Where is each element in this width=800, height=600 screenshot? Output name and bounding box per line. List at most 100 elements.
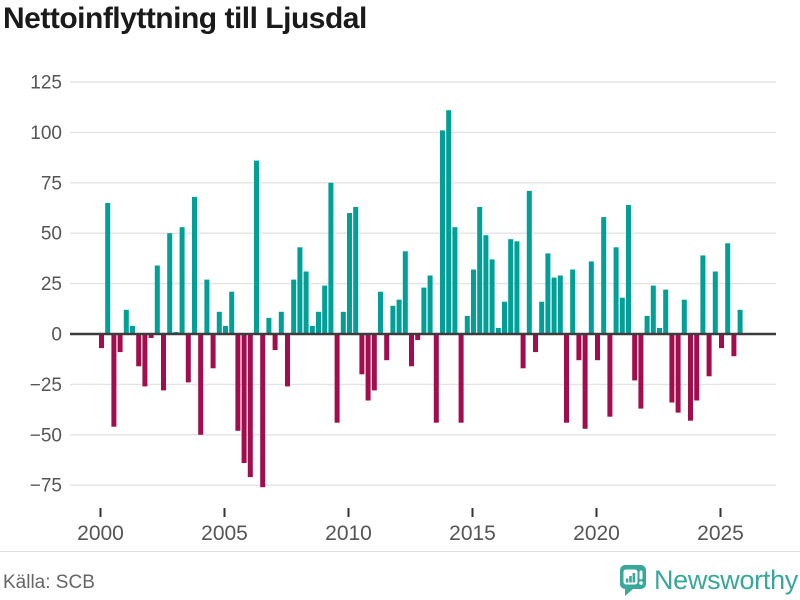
bar-2009Q4 [340,311,346,334]
bar-2020Q2 [601,217,607,334]
bar-2006Q3 [260,334,266,488]
bar-2019Q1 [570,269,576,334]
bar-2019Q2 [576,334,582,361]
bar-2003Q2 [179,227,185,334]
bar-2011Q1 [371,334,377,391]
bar-2008Q2 [303,271,309,334]
bar-2009Q1 [322,285,328,334]
bar-2016Q1 [495,328,501,334]
bar-2022Q3 [657,328,662,334]
bar-2017Q1 [520,334,526,369]
bar-2017Q2 [526,190,532,334]
newsworthy-brand: Newsworthy [619,565,798,596]
bar-2007Q4 [291,279,297,334]
bar-2009Q2 [328,182,334,334]
y-axis-label--75: −75 [30,476,62,497]
y-axis-label-125: 125 [30,73,62,94]
bar-2023Q2 [675,334,681,413]
bar-2023Q3 [681,299,687,334]
x-axis-label-2015: 2015 [449,522,496,545]
bar-2023Q1 [669,334,675,403]
x-axis-label-2025: 2025 [697,522,744,545]
bar-2021Q1 [619,297,625,334]
bar-2005Q3 [235,334,241,431]
y-axis-label-25: 25 [41,274,62,295]
x-axis-label-2005: 2005 [201,522,248,545]
bar-2008Q3 [309,325,315,334]
bar-2000Q2 [105,203,111,334]
bar-2020Q3 [607,334,613,417]
bar-2013Q3 [433,334,439,423]
bar-2002Q1 [148,334,154,338]
bar-2002Q2 [154,265,160,334]
bar-2023Q4 [688,334,693,421]
bar-2024Q4 [712,271,718,334]
bar-2021Q3 [632,334,638,381]
bar-2010Q4 [365,334,371,401]
bar-2006Q2 [254,160,259,334]
bar-2010Q3 [359,334,365,375]
bar-2015Q2 [477,207,483,334]
bar-2003Q4 [192,196,197,334]
bar-2012Q2 [402,251,408,334]
bar-2018Q3 [557,275,563,334]
bar-2024Q3 [706,334,712,377]
bar-2013Q1 [421,287,427,334]
source-label: Källa: SCB [3,572,95,593]
bar-2014Q3 [458,334,464,423]
bar-2006Q1 [247,334,253,478]
bar-2015Q1 [471,269,476,334]
bar-2013Q4 [440,130,445,334]
bar-2006Q4 [266,317,272,334]
bar-2022Q1 [644,315,650,334]
y-axis-label--25: −25 [30,375,62,396]
y-axis-label-0: 0 [51,325,62,346]
bar-2004Q2 [204,279,210,334]
bar-2022Q4 [663,289,669,334]
bar-2025Q1 [719,334,724,349]
bar-chart-plot: 125 100 75 50 25 0 −25 −50 −75 2000 2005 2010 2015 20… [30,73,776,545]
bar-2018Q1 [545,253,551,334]
x-axis-label-2010: 2010 [325,522,372,545]
bar-2017Q3 [533,334,538,353]
bar-2019Q4 [588,261,594,334]
bar-2021Q2 [626,205,631,334]
bar-2014Q4 [464,315,470,334]
bar-2011Q2 [378,291,383,334]
bar-2005Q2 [229,291,235,334]
bar-2021Q4 [638,334,644,409]
bar-2001Q3 [136,334,142,367]
bar-2025Q3 [731,334,737,357]
bar-2007Q1 [272,334,278,351]
footer-divider [0,551,800,552]
y-axis-label--50: −50 [30,425,62,446]
bar-2022Q2 [650,285,656,334]
bar-2024Q1 [694,334,700,401]
bar-2011Q4 [390,305,396,334]
y-axis-label-75: 75 [41,173,62,194]
bar-2016Q2 [502,301,507,334]
bar-2016Q4 [514,241,520,334]
bar-2002Q3 [161,334,166,391]
bar-2018Q2 [551,277,557,334]
bar-2012Q3 [409,334,414,367]
bar-2005Q1 [223,325,228,334]
bar-2003Q3 [185,334,191,383]
bar-2007Q2 [278,311,284,334]
y-axis-label-50: 50 [41,224,62,245]
bar-2014Q2 [452,227,458,334]
bar-2012Q4 [415,334,421,340]
bar-2004Q4 [216,311,222,334]
bar-2009Q3 [334,334,340,423]
bar-2015Q3 [483,235,489,334]
bar-2019Q3 [582,334,588,429]
bar-2010Q1 [347,213,352,334]
bar-2001Q2 [130,325,135,334]
bar-2012Q1 [396,299,402,334]
bar-2000Q4 [117,334,123,353]
bar-2013Q2 [427,275,433,334]
bar-2004Q1 [198,334,204,435]
bar-2010Q2 [353,207,359,334]
bar-2020Q1 [595,334,600,361]
